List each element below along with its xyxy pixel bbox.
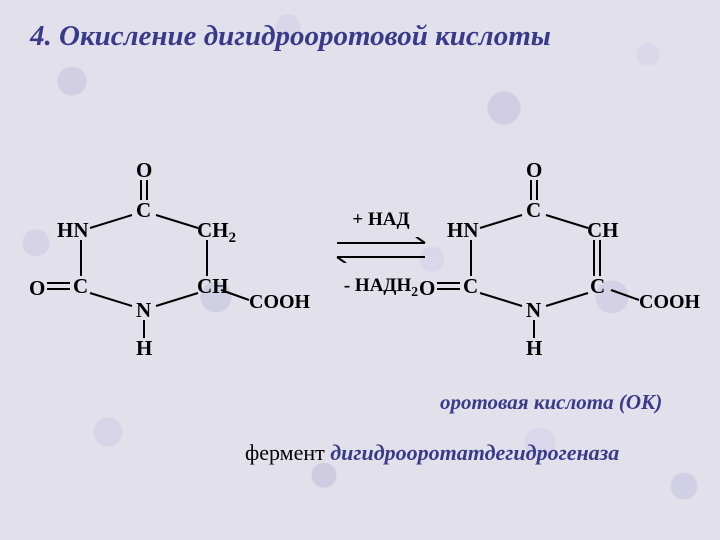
atom-O-left: O: [419, 278, 435, 299]
atom-CH2: CH2: [197, 220, 236, 241]
slide-title: 4. Окисление дигидрооротовой кислоты: [30, 20, 551, 53]
atom-CH: CH: [587, 220, 619, 241]
atom-C-right: C: [590, 276, 605, 297]
enzyme-line: фермент дигидрооротатдегидрогеназа: [245, 440, 619, 466]
reactant-structure: O C HN CH2 C CH O N H COOH: [35, 160, 315, 380]
atom-C-left: C: [463, 276, 478, 297]
atom-N: N: [526, 300, 541, 321]
atom-HN: HN: [57, 220, 89, 241]
reactant-bonds-svg: [35, 160, 315, 380]
equilibrium-arrow-icon: [333, 237, 429, 263]
atom-C-top: C: [526, 200, 541, 221]
product-name-label: оротовая кислота (ОК): [440, 390, 662, 415]
atom-N: N: [136, 300, 151, 321]
forward-label: + НАД: [326, 210, 436, 229]
atom-O-left: O: [29, 278, 45, 299]
atom-COOH: COOH: [639, 292, 700, 312]
atom-HN: HN: [447, 220, 479, 241]
atom-H: H: [136, 338, 152, 359]
atom-H: H: [526, 338, 542, 359]
atom-O-top: O: [136, 160, 152, 181]
atom-COOH: COOH: [249, 292, 310, 312]
enzyme-prefix: фермент: [245, 440, 330, 465]
enzyme-name: дигидрооротатдегидрогеназа: [330, 440, 619, 465]
atom-C-left: C: [73, 276, 88, 297]
atom-O-top: O: [526, 160, 542, 181]
atom-C-top: C: [136, 200, 151, 221]
product-bonds-svg: [425, 160, 705, 380]
product-structure: O C HN CH C C O N H COOH: [425, 160, 705, 380]
atom-CH: CH: [197, 276, 229, 297]
